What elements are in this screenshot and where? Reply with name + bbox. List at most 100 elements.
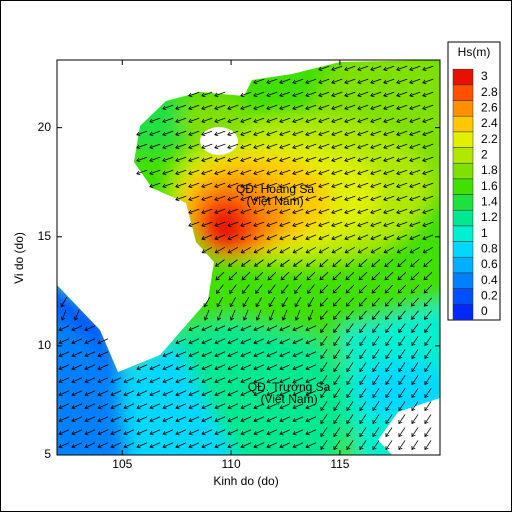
x-axis-label: Kinh do (do) [213, 474, 278, 488]
arrow [84, 403, 96, 410]
arrow [292, 442, 304, 449]
arrow [188, 169, 200, 176]
arrow [370, 78, 382, 85]
annotation: (Việt Nam) [260, 392, 317, 406]
arrow [188, 351, 200, 358]
arrow [305, 364, 317, 371]
arrow [385, 440, 393, 451]
arrow [384, 297, 393, 307]
arrow [357, 143, 369, 150]
arrow [227, 130, 239, 137]
arrow [359, 440, 367, 451]
arrow [384, 259, 394, 268]
arrow [84, 351, 96, 358]
arrow [292, 221, 304, 228]
colorbar-cell [452, 131, 474, 148]
arrow [84, 390, 96, 397]
arrow [71, 338, 83, 345]
arrow [370, 156, 382, 163]
arrow [357, 246, 369, 254]
arrow [318, 91, 330, 98]
arrow [162, 156, 174, 163]
arrow [58, 351, 70, 358]
arrow [422, 234, 434, 241]
arrow [422, 169, 434, 176]
arrow [398, 323, 406, 334]
arrow [411, 427, 419, 438]
arrow [292, 325, 304, 332]
arrow [305, 234, 317, 241]
arrow [411, 310, 419, 320]
arrow [331, 65, 343, 72]
arrow [424, 401, 432, 412]
arrow [279, 91, 291, 98]
arrow [385, 427, 393, 438]
arrow [422, 246, 434, 254]
arrow [216, 297, 224, 308]
arrow [331, 143, 343, 150]
arrow [279, 364, 291, 371]
arrow [188, 195, 200, 202]
arrow [357, 195, 369, 202]
annotation: QĐ. Hoàng Sa [236, 182, 314, 196]
arrow [331, 117, 343, 124]
arrow [305, 78, 317, 85]
arrow [357, 182, 369, 189]
arrow [266, 78, 278, 85]
arrow [136, 429, 148, 436]
arrow [242, 309, 249, 321]
arrow [396, 78, 408, 85]
arrow [305, 130, 317, 137]
arrow [214, 442, 226, 449]
colorbar-label: 2.2 [481, 132, 498, 146]
arrow [333, 401, 341, 412]
arrow [97, 442, 109, 449]
arrow [307, 284, 315, 294]
arrow [253, 91, 265, 98]
arrow [188, 143, 200, 150]
arrow [266, 259, 277, 267]
arrow [424, 427, 432, 438]
colorbar-cell [452, 100, 474, 117]
arrow [227, 325, 239, 332]
arrow [370, 221, 382, 228]
arrow [319, 297, 328, 307]
arrow [385, 375, 393, 386]
arrow [357, 221, 369, 228]
arrow [383, 104, 395, 111]
arrow [423, 297, 432, 307]
colorbar-label: 2.4 [481, 116, 498, 130]
arrow [344, 156, 356, 163]
arrow [344, 221, 356, 228]
arrow [409, 156, 421, 163]
colorbar-label: 2.8 [481, 85, 498, 99]
arrow [411, 401, 419, 412]
arrow [214, 234, 226, 241]
arrow [58, 364, 70, 371]
arrow [214, 104, 226, 111]
arrow [422, 195, 434, 202]
arrow [84, 416, 96, 423]
arrow [110, 390, 122, 397]
arrow [71, 377, 83, 384]
colorbar-label: 1 [481, 226, 488, 240]
arrow [318, 156, 330, 163]
arrow [292, 169, 304, 176]
arrow [175, 416, 187, 423]
arrow [318, 130, 330, 137]
arrow [358, 284, 368, 294]
arrow [227, 403, 239, 410]
arrow [229, 309, 236, 321]
arrow [71, 390, 83, 397]
arrow [344, 182, 356, 189]
arrow [346, 336, 354, 347]
arrow [423, 271, 433, 281]
arrow [318, 78, 330, 85]
arrow [279, 143, 291, 150]
arrow [214, 208, 226, 215]
colorbar-label: 1.4 [481, 195, 498, 209]
colorbar-cell [452, 256, 474, 274]
arrow [214, 156, 226, 163]
arrow [344, 195, 356, 202]
arrow [279, 195, 291, 202]
